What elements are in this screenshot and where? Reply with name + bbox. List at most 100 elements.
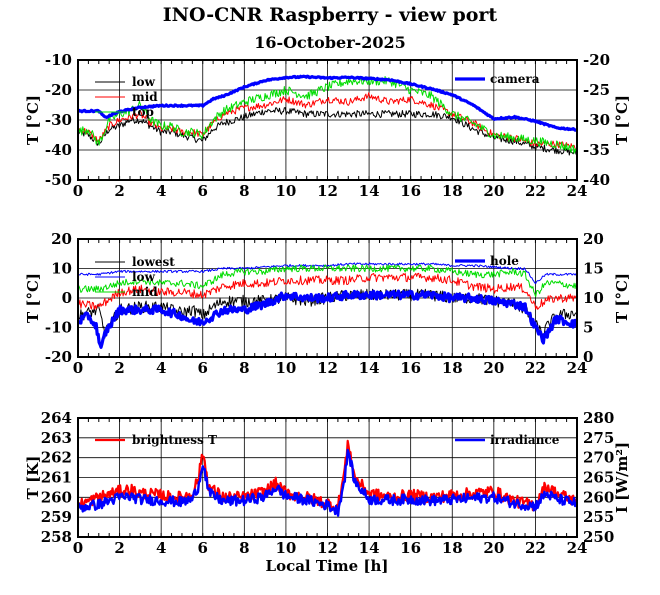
y-tick-label: 260 [41,488,72,506]
y-tick-label: 264 [41,409,72,427]
x-tick-label: 12 [317,359,338,377]
figure-subtitle: 16-October-2025 [254,33,406,52]
x-axis-label: Local Time [h] [266,557,389,575]
y2-tick-label: 20 [583,230,604,248]
x-tick-label: 22 [525,359,546,377]
legend-label: low [132,270,156,284]
x-tick-label: 16 [400,359,421,377]
x-tick-label: 0 [73,539,83,557]
y2-axis-label: I [W/m²] [613,442,631,513]
legend-label: mid [132,285,158,299]
y-tick-label: -20 [45,81,72,99]
y2-tick-label: 10 [583,289,604,307]
y-tick-label: 258 [41,528,72,546]
y2-axis-label: T [°C] [613,95,631,145]
y-tick-label: -50 [45,171,72,189]
series-line-mid [78,264,577,298]
y-axis-label: T [°C] [24,95,42,145]
y-tick-label: 0 [62,289,72,307]
y-tick-label: -40 [45,141,72,159]
y2-tick-label: 0 [583,348,593,366]
plot-frame [77,417,578,538]
x-tick-label: 16 [400,182,421,200]
series-group [78,74,577,156]
y2-tick-label: 275 [583,429,614,447]
y2-tick-label: 5 [583,319,593,337]
x-tick-label: 6 [198,359,208,377]
x-tick-label: 22 [525,182,546,200]
x-tick-label: 20 [483,359,504,377]
x-tick-label: 18 [442,182,463,200]
x-tick-label: 14 [359,359,380,377]
legend-label: irradiance [490,433,560,447]
y-tick-label: -20 [45,348,72,366]
y2-tick-label: 250 [583,528,614,546]
y-axis-label: T [K] [24,456,42,500]
y-tick-label: -30 [45,111,72,129]
series-line-low [78,262,577,284]
y-tick-label: 10 [51,260,72,278]
x-tick-label: 14 [359,539,380,557]
y2-tick-label: -35 [583,141,610,159]
x-tick-label: 20 [483,539,504,557]
y-tick-label: -10 [45,319,72,337]
x-tick-label: 20 [483,182,504,200]
series-line-hole [78,289,577,349]
legend-label: low [132,75,156,89]
series-line-top [78,272,577,310]
x-tick-label: 12 [317,539,338,557]
x-tick-label: 6 [198,182,208,200]
x-tick-label: 0 [73,359,83,377]
y-axis-label: T [°C] [24,273,42,323]
y-tick-label: 259 [41,508,72,526]
x-tick-label: 2 [114,182,124,200]
x-tick-label: 0 [73,182,83,200]
x-tick-label: 14 [359,182,380,200]
panel-top: -50-40-30-20-10-40-35-30-25-200 2 4 6 8 10 12 1… [24,51,631,200]
y2-tick-label: 270 [583,449,614,467]
x-tick-label: 4 [156,182,166,200]
x-tick-label: 6 [198,539,208,557]
y2-tick-label: 280 [583,409,614,427]
y2-tick-label: -30 [583,111,610,129]
y2-tick-label: -40 [583,171,610,189]
y2-axis-label: T [°C] [613,273,631,323]
y-tick-label: 20 [51,230,72,248]
plot-frame [77,238,578,358]
x-tick-label: 12 [317,182,338,200]
x-tick-label: 10 [275,182,296,200]
x-tick-label: 18 [442,359,463,377]
legend-label: top [132,105,154,119]
series-group [78,439,577,517]
figure-title: INO-CNR Raspberry - view port [163,4,498,26]
x-tick-label: 10 [275,539,296,557]
y2-tick-label: 265 [583,469,614,487]
series-line-irradiance [78,448,577,517]
x-tick-label: 2 [114,539,124,557]
legend-label: lowest [132,255,175,269]
legend-label: mid [132,90,158,104]
legend-label: hole [490,254,519,268]
x-tick-label: 24 [567,359,588,377]
x-tick-label: 24 [567,182,588,200]
x-tick-label: 16 [400,539,421,557]
y2-tick-label: -20 [583,51,610,69]
x-tick-label: 4 [156,359,166,377]
legend-label: camera [490,72,540,86]
series-line-low [78,107,577,156]
x-tick-label: 2 [114,359,124,377]
legend-label: brightness T [132,433,217,447]
plot-frame [77,59,578,181]
panel-bottom: 2582592602612622632642502552602652702752… [24,409,631,557]
y2-tick-label: -25 [583,81,610,99]
x-tick-label: 24 [567,539,588,557]
y-tick-label: 263 [41,429,72,447]
y2-tick-label: 260 [583,488,614,506]
y2-tick-label: 255 [583,508,614,526]
x-tick-label: 18 [442,539,463,557]
x-tick-label: 4 [156,539,166,557]
series-line-camera [78,74,577,132]
x-tick-label: 8 [239,182,249,200]
